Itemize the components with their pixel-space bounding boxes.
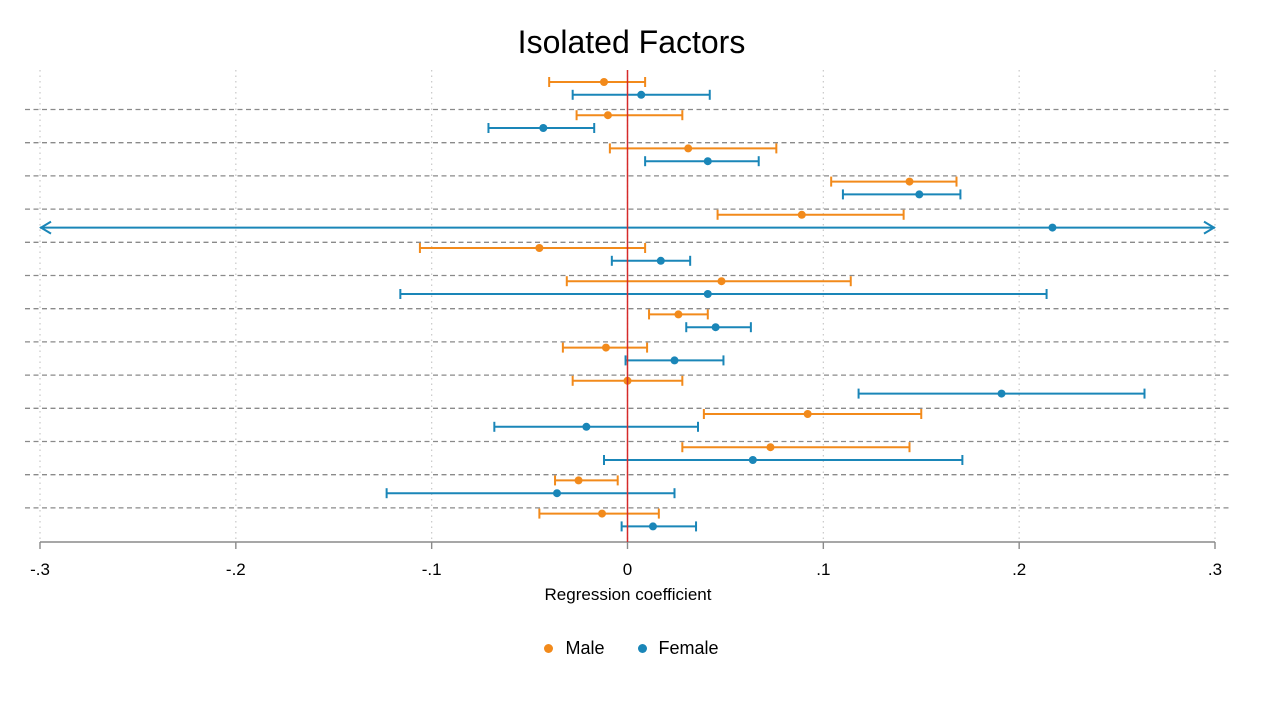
x-tick-label: 0 [623, 560, 632, 579]
point-estimate-male [603, 111, 612, 120]
legend: Male Female [0, 637, 1263, 659]
legend-item-female: Female [637, 638, 719, 659]
point-estimate-male [600, 78, 608, 86]
point-estimate-male [601, 343, 610, 352]
point-estimate-female [539, 124, 548, 132]
point-estimate-female [648, 522, 657, 531]
point-estimate-female [915, 190, 924, 199]
ci-arrow-right [1203, 220, 1216, 235]
point-estimate-female [656, 256, 665, 265]
chart-title: Isolated Factors [517, 24, 746, 60]
point-estimate-male [674, 310, 683, 319]
point-estimate-male [797, 210, 806, 219]
point-estimate-female [711, 323, 720, 332]
point-estimate-male [684, 144, 693, 153]
ci-arrow-left [39, 220, 52, 235]
x-tick-label: -.1 [422, 560, 442, 579]
point-estimate-male [905, 177, 914, 186]
legend-label-female: Female [658, 638, 719, 658]
point-estimate-female [703, 290, 712, 298]
point-estimate-male [574, 476, 583, 485]
legend-marker-male [544, 644, 554, 653]
point-estimate-male [717, 277, 726, 286]
point-estimate-female [997, 389, 1006, 398]
x-tick-label: -.3 [30, 560, 50, 579]
legend-label-male: Male [565, 638, 605, 658]
point-estimate-male [598, 509, 607, 518]
x-tick-label: .2 [1012, 560, 1026, 579]
point-estimate-female [670, 356, 679, 365]
point-estimate-female [1048, 223, 1057, 232]
point-estimate-female [553, 489, 561, 498]
point-estimate-female [748, 456, 757, 464]
legend-item-male: Male [544, 638, 604, 659]
point-estimate-female [703, 157, 712, 166]
point-estimate-male [766, 443, 775, 452]
x-tick-label: .3 [1208, 560, 1222, 579]
x-tick-label: -.2 [226, 560, 246, 579]
legend-marker-female [637, 644, 647, 653]
point-estimate-male [535, 244, 544, 252]
point-estimate-male [803, 410, 812, 418]
point-estimate-female [582, 422, 591, 431]
point-estimate-female [637, 90, 646, 99]
x-tick-label: .1 [816, 560, 830, 579]
x-axis-label: Regression coefficient [544, 585, 712, 604]
